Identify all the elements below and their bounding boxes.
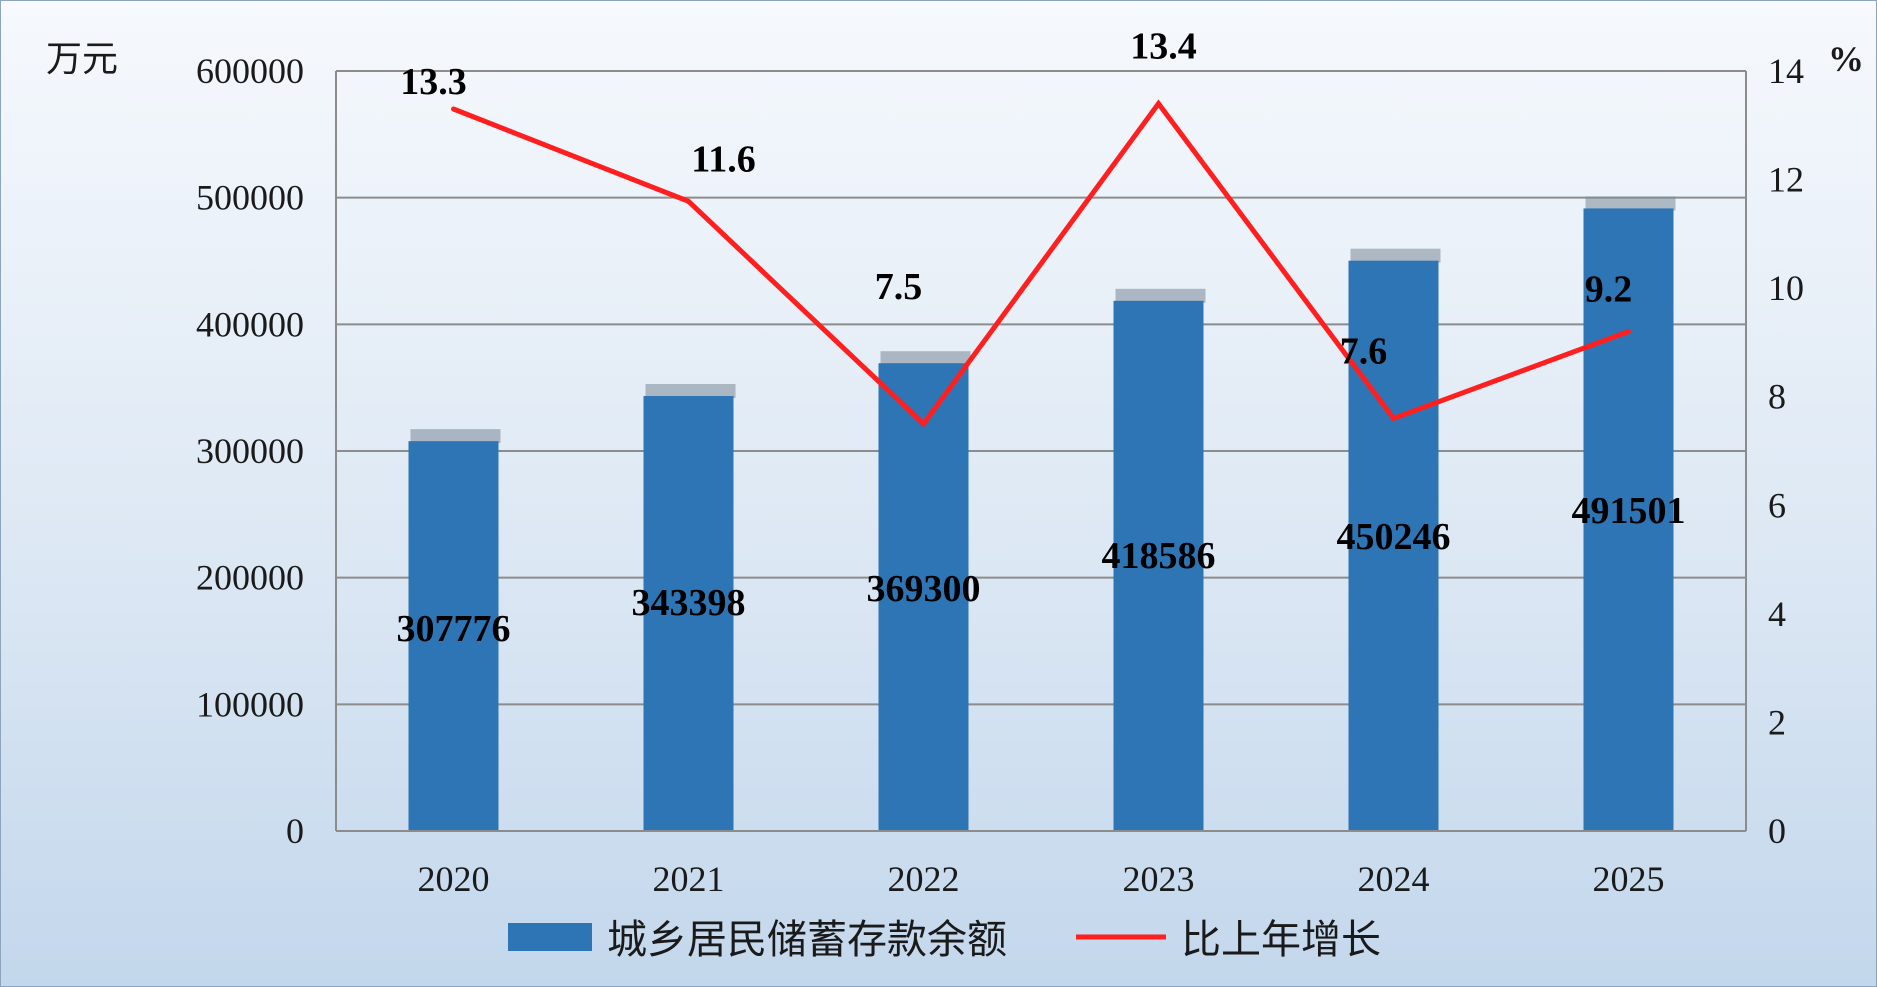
bar-shadow [1115,288,1206,303]
bar-value-label: 491501 [1572,490,1686,532]
bar-value-label: 307776 [397,608,511,650]
bar [878,363,969,831]
bar-shadow [880,351,971,366]
legend: 城乡居民储蓄存款余额 比上年增长 [508,917,1381,963]
right-tick-label: 0 [1768,811,1786,851]
bar [1583,208,1674,831]
bar [1113,300,1204,831]
right-tick-label: 14 [1768,51,1804,91]
legend-line-label: 比上年增长 [1181,917,1381,963]
left-tick-label: 100000 [196,684,304,724]
gridlines [336,70,1746,706]
left-tick-label: 300000 [196,431,304,471]
bar-shadow [645,384,736,399]
data-labels: 307776 343398 369300 418586 450246 491501 13.3… [397,26,1686,650]
right-tick-label: 12 [1768,160,1804,200]
growth-line [451,99,1631,428]
legend-bar-label: 城乡居民储蓄存款余额 [607,917,1007,963]
right-axis-unit: % [1828,39,1864,79]
left-axis-unit: 万元 [46,39,118,79]
right-tick-label: 6 [1768,485,1786,525]
line-value-label: 13.3 [400,61,467,103]
left-tick-label: 500000 [196,178,304,218]
bar [408,441,499,831]
category-label: 2023 [1123,859,1195,899]
legend-bar-swatch [508,923,592,951]
category-label: 2020 [418,859,490,899]
line-series [451,99,1631,428]
bar-value-label: 369300 [867,568,981,610]
axes: 0 100000 200000 300000 400000 500000 600000 0 2 4… [196,51,1804,899]
line-value-label: 9.2 [1585,269,1633,311]
bar-shadow [410,429,501,444]
bar [1348,260,1439,832]
line-value-label: 7.6 [1340,330,1388,372]
line-value-label: 13.4 [1130,26,1197,68]
bar-shadow [1585,196,1676,211]
bar-value-label: 418586 [1102,535,1216,577]
left-tick-label: 0 [286,811,304,851]
bar-series [408,196,1676,832]
right-tick-label: 4 [1768,594,1786,634]
category-label: 2025 [1593,859,1665,899]
right-tick-label: 2 [1768,702,1786,742]
category-label: 2024 [1358,859,1430,899]
bar-shadow [1350,248,1441,263]
bar [643,396,734,831]
left-tick-label: 200000 [196,558,304,598]
line-value-label: 7.5 [875,266,923,308]
right-tick-label: 8 [1768,377,1786,417]
left-tick-label: 400000 [196,304,304,344]
left-tick-label: 600000 [196,51,304,91]
category-label: 2021 [653,859,725,899]
line-value-label: 11.6 [691,138,755,180]
bar-value-label: 450246 [1337,516,1451,558]
right-tick-label: 10 [1768,268,1804,308]
bar-value-label: 343398 [632,582,746,624]
category-label: 2022 [888,859,960,899]
